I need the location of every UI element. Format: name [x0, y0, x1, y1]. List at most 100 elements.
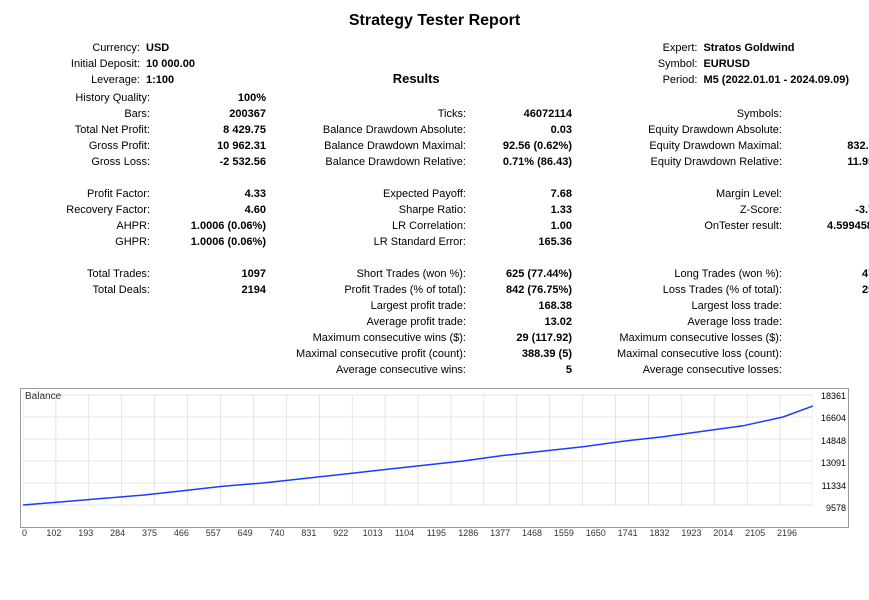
- xtick: 649: [229, 528, 261, 538]
- xtick: 2014: [707, 528, 739, 538]
- stat-column: Short Trades (won %):625 (77.44%)Profit …: [266, 266, 572, 378]
- stat-row: LR Correlation:1.00: [266, 218, 572, 234]
- stat-value: 255 (23.25%): [788, 282, 869, 298]
- stat-value: -2 532.56: [156, 154, 266, 170]
- xtick: 1195: [420, 528, 452, 538]
- xtick: 1741: [612, 528, 644, 538]
- stat-label: Gross Profit:: [20, 138, 156, 154]
- xtick: 1104: [389, 528, 421, 538]
- stat-label: Z-Score:: [572, 202, 788, 218]
- stat-label: Equity Drawdown Maximal:: [572, 138, 788, 154]
- xtick: 1377: [484, 528, 516, 538]
- ytick: 9578: [806, 503, 846, 513]
- stat-row: Leverage:1:100: [20, 72, 195, 88]
- ytick: 18361: [806, 391, 846, 401]
- stat-row: Long Trades (won %):472 (75.85%): [572, 266, 869, 282]
- stat-label: Maximal consecutive loss (count):: [572, 346, 788, 362]
- stat-value: 200367: [156, 106, 266, 122]
- stat-value: 625 (77.44%): [472, 266, 572, 282]
- stat-row: Maximum consecutive losses ($):4 (-87.65…: [572, 330, 869, 346]
- stat-row: [572, 90, 869, 106]
- stat-label: [20, 314, 156, 330]
- stat-row: Maximum consecutive wins ($):29 (117.92): [266, 330, 572, 346]
- results-heading: Results: [195, 71, 638, 86]
- xtick: 1468: [516, 528, 548, 538]
- xtick: 1923: [675, 528, 707, 538]
- stat-block: Total Trades:1097Total Deals:2194 Short …: [20, 266, 849, 378]
- stat-label: [20, 346, 156, 362]
- stat-label: Total Net Profit:: [20, 122, 156, 138]
- stat-label: Symbol:: [637, 56, 703, 72]
- stat-row: Expected Payoff:7.68: [266, 186, 572, 202]
- stat-row: [20, 330, 266, 346]
- stat-label: Recovery Factor:: [20, 202, 156, 218]
- stat-value: -92.31 (3): [788, 346, 869, 362]
- stat-row: Balance Drawdown Maximal:92.56 (0.62%): [266, 138, 572, 154]
- stat-label: Largest profit trade:: [266, 298, 472, 314]
- stat-label: Long Trades (won %):: [572, 266, 788, 282]
- xtick: 740: [261, 528, 293, 538]
- stat-value: 832.77 (11.95%): [788, 138, 869, 154]
- stat-row: [20, 314, 266, 330]
- stat-label: Gross Loss:: [20, 154, 156, 170]
- stat-value: 1545.42%: [788, 186, 869, 202]
- stat-column: Symbols:1Equity Drawdown Absolute:172.29…: [572, 90, 869, 170]
- stat-value: 29 (117.92): [472, 330, 572, 346]
- stat-label: Bars:: [20, 106, 156, 122]
- report-title: Strategy Tester Report: [20, 12, 849, 30]
- stat-label: Expert:: [637, 40, 703, 56]
- stat-label: Margin Level:: [572, 186, 788, 202]
- xtick: 102: [38, 528, 70, 538]
- stat-value: 1: [788, 106, 869, 122]
- stat-label: Sharpe Ratio:: [266, 202, 472, 218]
- stat-label: Leverage:: [20, 72, 146, 88]
- stat-row: Loss Trades (% of total):255 (23.25%): [572, 282, 869, 298]
- xtick: 1832: [644, 528, 676, 538]
- stat-label: Total Trades:: [20, 266, 156, 282]
- chart-svg: [23, 391, 813, 515]
- stat-value: 13.02: [472, 314, 572, 330]
- stat-value: 0.71% (86.43): [472, 154, 572, 170]
- stat-column: History Quality:100%Bars:200367Total Net…: [20, 90, 266, 170]
- xtick: 375: [134, 528, 166, 538]
- stat-row: Average consecutive losses:1: [572, 362, 869, 378]
- stat-label: [572, 90, 788, 106]
- stat-label: LR Correlation:: [266, 218, 472, 234]
- stat-column: Margin Level:1545.42%Z-Score:-3.72 (99.7…: [572, 186, 869, 250]
- stat-label: Symbols:: [572, 106, 788, 122]
- stat-row: Z-Score:-3.72 (99.74%): [572, 202, 869, 218]
- xtick: 2105: [739, 528, 771, 538]
- stat-value: 5: [472, 362, 572, 378]
- stat-value: 4.599458742777366: [788, 218, 869, 234]
- xtick: 922: [325, 528, 357, 538]
- stat-row: Symbol:EURUSD: [637, 56, 849, 72]
- stat-row: Currency:USD: [20, 40, 195, 56]
- stat-label: Maximum consecutive wins ($):: [266, 330, 472, 346]
- ytick: 14848: [806, 436, 846, 446]
- stat-row: Gross Profit:10 962.31: [20, 138, 266, 154]
- stat-label: [20, 330, 156, 346]
- stat-label: Ticks:: [266, 106, 472, 122]
- xtick: 1013: [357, 528, 389, 538]
- stat-label: Balance Drawdown Maximal:: [266, 138, 472, 154]
- stat-row: Balance Drawdown Relative:0.71% (86.43): [266, 154, 572, 170]
- stat-row: History Quality:100%: [20, 90, 266, 106]
- stat-block: History Quality:100%Bars:200367Total Net…: [20, 90, 849, 170]
- stat-value: EURUSD: [703, 56, 749, 72]
- stat-label: Initial Deposit:: [20, 56, 146, 72]
- stat-label: [266, 90, 472, 106]
- stat-label: GHPR:: [20, 234, 156, 250]
- stat-value: 165.36: [472, 234, 572, 250]
- xtick: 0: [22, 528, 38, 538]
- xtick: 284: [102, 528, 134, 538]
- stat-row: [572, 234, 869, 250]
- stat-label: Expected Payoff:: [266, 186, 472, 202]
- stat-row: Sharpe Ratio:1.33: [266, 202, 572, 218]
- stat-value: 4.33: [156, 186, 266, 202]
- stat-row: [20, 298, 266, 314]
- stat-value: 10 000.00: [146, 56, 195, 72]
- stat-value: 842 (76.75%): [472, 282, 572, 298]
- stat-label: Average consecutive wins:: [266, 362, 472, 378]
- stat-value: 1: [788, 362, 869, 378]
- ytick: 16604: [806, 413, 846, 423]
